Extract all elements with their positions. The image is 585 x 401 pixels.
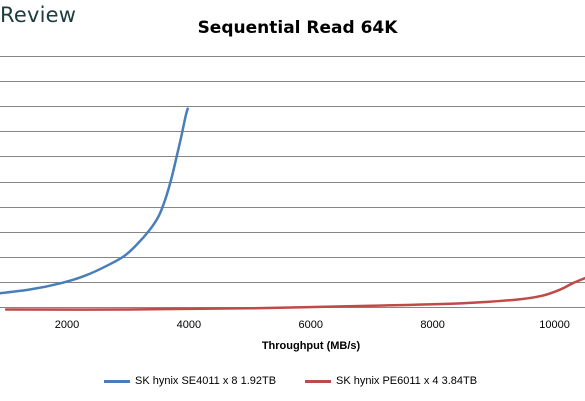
x-tick-label-2000: 2000	[55, 319, 79, 331]
chart-title: Sequential Read 64K	[197, 18, 398, 38]
review-logo: Review	[0, 3, 77, 27]
legend-item-pe6011: SK hynix PE6011 x 4 3.84TB	[305, 373, 477, 389]
legend-label-se4011: SK hynix SE4011 x 8 1.92TB	[135, 375, 277, 387]
legend-swatch-pe6011	[305, 379, 331, 383]
gridlines	[0, 56, 585, 283]
legend-swatch-se4011	[104, 379, 130, 383]
legend-item-se4011: SK hynix SE4011 x 8 1.92TB	[104, 373, 276, 389]
x-tick-label-4000: 4000	[177, 319, 201, 331]
x-tick-label-8000: 8000	[420, 319, 444, 331]
x-tick-labels: 2000 4000 6000 8000 10000	[55, 319, 570, 331]
x-tick-label-10000: 10000	[539, 319, 570, 331]
x-tick-label-6000: 6000	[299, 319, 323, 331]
legend-label-pe6011: SK hynix PE6011 x 4 3.84TB	[336, 375, 478, 387]
series-line-1	[4, 276, 585, 311]
legend: SK hynix SE4011 x 8 1.92TB SK hynix PE60…	[0, 373, 585, 389]
x-axis-title: Throughput (MB/s)	[262, 340, 361, 352]
series-lines	[0, 107, 585, 311]
series-line-0	[0, 107, 189, 295]
